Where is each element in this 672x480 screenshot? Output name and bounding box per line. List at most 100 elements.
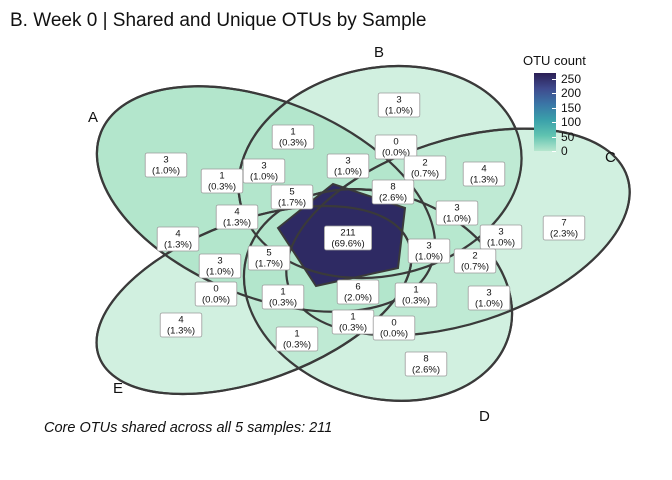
region-label: 1(0.3%) <box>275 326 319 352</box>
set-outline-b <box>237 64 523 280</box>
set-label-d: D <box>479 408 490 425</box>
region-count: 1 <box>219 171 224 182</box>
region-percent: (2.6%) <box>412 365 440 376</box>
core-otu-caption: Core OTUs shared across all 5 samples: 2… <box>44 420 333 436</box>
set-label-e: E <box>113 380 123 397</box>
set-label-c: C <box>605 149 616 166</box>
region-percent: (0.0%) <box>380 329 408 340</box>
region-label-box <box>453 248 497 274</box>
region-count: 4 <box>175 229 180 240</box>
region-label: 211(69.6%) <box>323 225 372 251</box>
region-count: 2 <box>422 158 427 169</box>
region-label: 1(0.3%) <box>394 282 438 308</box>
region-count: 3 <box>345 156 350 167</box>
legend-tick-mark <box>552 93 556 95</box>
region-percent: (1.3%) <box>223 218 251 229</box>
region-count: 3 <box>498 227 503 238</box>
region-percent: (1.0%) <box>385 106 413 117</box>
region-label-box <box>377 92 421 118</box>
region-label: 3(1.0%) <box>326 153 370 179</box>
region-labels: 3(1.0%)1(0.3%) 0(0.0%)3(1.0%)3(1.0%)2(0.7… <box>144 92 586 377</box>
legend-tick-mark <box>552 122 556 124</box>
legend-title: OTU count <box>523 53 586 68</box>
region-percent: (0.3%) <box>208 182 236 193</box>
region-count: 4 <box>234 207 239 218</box>
region-label-box <box>270 184 314 210</box>
legend-tick-label: 100 <box>561 115 582 130</box>
region-percent: (1.3%) <box>470 175 498 186</box>
region-count: 4 <box>481 164 486 175</box>
region-count: 8 <box>423 354 428 365</box>
region-label-box <box>271 124 315 150</box>
region-count: 3 <box>217 256 222 267</box>
region-count: 3 <box>396 95 401 106</box>
region-label: 3(1.0%) <box>377 92 421 118</box>
region-percent: (1.0%) <box>206 267 234 278</box>
legend-tick-label: 0 <box>561 144 568 158</box>
legend-tick-label: 250 <box>561 71 582 86</box>
region-label-box <box>479 224 523 250</box>
region-label-box <box>336 279 380 305</box>
region-count: 3 <box>163 155 168 166</box>
region-percent: (1.0%) <box>250 172 278 183</box>
region-percent: (2.3%) <box>550 229 578 240</box>
region-count: 4 <box>178 315 183 326</box>
region-count: 5 <box>266 248 271 259</box>
region-label: 4(1.3%) <box>159 312 203 338</box>
region-count: 5 <box>289 187 294 198</box>
region-label-box <box>198 253 242 279</box>
region-percent: (0.3%) <box>339 323 367 334</box>
region-label: 0(0.0%) <box>374 134 418 160</box>
region-percent: (1.0%) <box>475 299 503 310</box>
region-label-box <box>542 215 586 241</box>
region-percent: (2.6%) <box>379 193 407 204</box>
region-percent: (1.7%) <box>255 259 283 270</box>
region-label: 3(1.0%) <box>407 238 451 264</box>
legend-tick-mark <box>552 107 556 109</box>
region-count: 3 <box>454 203 459 214</box>
region-percent: (1.0%) <box>415 252 443 263</box>
region-label: 2(0.7%) <box>453 248 497 274</box>
region-count: 1 <box>350 312 355 323</box>
region-label-box <box>403 155 447 181</box>
region-label: 6(2.0%) <box>336 279 380 305</box>
legend-tick-mark <box>552 78 556 80</box>
region-label-box <box>462 161 506 187</box>
region-count: 1 <box>294 329 299 340</box>
region-label: 3(1.0%) <box>144 152 188 178</box>
region-percent: (0.7%) <box>411 169 439 180</box>
region-count: 3 <box>261 161 266 172</box>
region-label-box <box>275 326 319 352</box>
region-count: 1 <box>280 287 285 298</box>
region-label-box <box>215 204 259 230</box>
region-label-box <box>247 245 291 271</box>
region-percent: (0.3%) <box>283 340 311 351</box>
region-percent: (0.3%) <box>279 138 307 149</box>
region-label: 5(1.7%) <box>247 245 291 271</box>
legend-tick-mark <box>552 136 556 138</box>
set-label-a: A <box>88 109 98 126</box>
region-label-box <box>326 153 370 179</box>
region-label-box <box>372 315 416 341</box>
region-count: 7 <box>561 218 566 229</box>
region-percent: (1.7%) <box>278 198 306 209</box>
region-percent: (0.7%) <box>461 262 489 273</box>
region-percent: (69.6%) <box>331 239 364 250</box>
region-count: 8 <box>390 182 395 193</box>
region-count: 1 <box>413 285 418 296</box>
region-percent: (0.3%) <box>402 296 430 307</box>
legend-tick-label: 150 <box>561 100 582 115</box>
region-label: 5(1.7%) <box>270 184 314 210</box>
region-count: 211 <box>340 228 355 239</box>
region-count: 2 <box>472 251 477 262</box>
chart-title: B. Week 0 | Shared and Unique OTUs by Sa… <box>10 10 427 31</box>
region-label-box <box>194 281 238 307</box>
region-percent: (2.0%) <box>344 293 372 304</box>
region-label: 3(1.0%) <box>198 253 242 279</box>
region-percent: (0.0%) <box>382 148 410 159</box>
region-label: 1(0.3%) <box>261 284 305 310</box>
set-label-b: B <box>374 44 384 61</box>
region-label-box <box>156 226 200 252</box>
region-label: 7(2.3%) <box>542 215 586 241</box>
